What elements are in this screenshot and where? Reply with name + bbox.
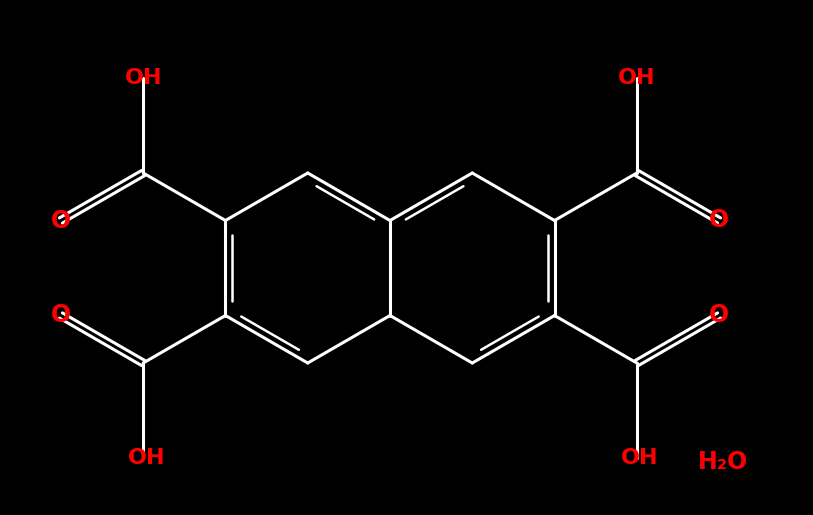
Text: O: O — [51, 303, 71, 328]
Text: O: O — [709, 209, 729, 232]
Text: OH: OH — [128, 448, 165, 468]
Text: O: O — [51, 209, 71, 232]
Text: O: O — [709, 303, 729, 328]
Text: OH: OH — [124, 68, 162, 88]
Text: OH: OH — [621, 448, 659, 468]
Text: H₂O: H₂O — [698, 450, 748, 474]
Text: OH: OH — [618, 68, 655, 88]
